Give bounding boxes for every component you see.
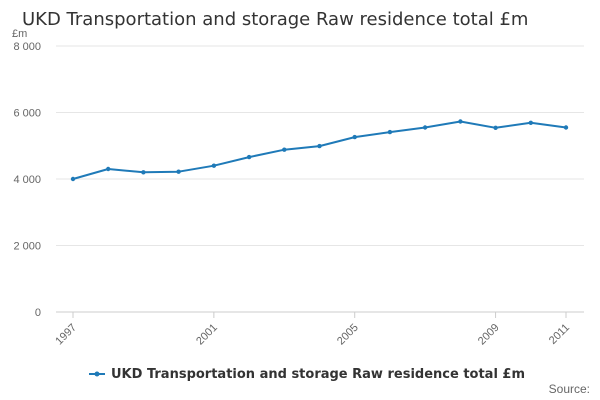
legend-swatch-marker (94, 371, 100, 377)
data-point[interactable] (141, 170, 146, 175)
data-point[interactable] (563, 125, 569, 130)
y-axis-unit-label: £m (12, 28, 27, 40)
source-label: Source: (549, 382, 590, 396)
y-tick-label: 0 (35, 307, 41, 319)
y-axis-ticks: 0 2 000 4 000 6 000 8 000 (13, 41, 41, 319)
x-tick-label: 2011 (547, 322, 572, 347)
data-point[interactable] (493, 125, 498, 130)
y-tick-label: 8 000 (13, 41, 41, 53)
data-point[interactable] (282, 147, 287, 152)
data-point[interactable] (352, 134, 357, 140)
series-line (72, 120, 567, 180)
x-tick-label: 1997 (53, 322, 79, 348)
data-point[interactable] (106, 166, 111, 172)
data-point[interactable] (317, 143, 322, 149)
x-axis: 1997 2001 2005 2009 2011 (53, 311, 584, 348)
data-point[interactable] (528, 120, 533, 126)
data-point[interactable] (246, 154, 252, 160)
grid-lines (56, 45, 584, 246)
data-point[interactable] (70, 176, 76, 182)
legend-label: UKD Transportation and storage Raw resid… (111, 367, 525, 382)
x-tick-label: 2005 (335, 322, 361, 348)
data-point[interactable] (458, 119, 463, 124)
x-tick-label: 2009 (476, 322, 502, 348)
x-tick-label: 2001 (194, 322, 220, 348)
series-layer (70, 119, 569, 182)
y-tick-label: 4 000 (13, 174, 41, 186)
y-tick-label: 2 000 (13, 241, 41, 253)
data-point[interactable] (387, 129, 393, 135)
y-tick-label: 6 000 (13, 108, 41, 120)
chart-title: UKD Transportation and storage Raw resid… (22, 9, 528, 30)
data-point[interactable] (422, 125, 428, 130)
data-point[interactable] (176, 169, 181, 174)
data-point[interactable] (211, 163, 217, 168)
legend[interactable]: UKD Transportation and storage Raw resid… (89, 367, 525, 382)
